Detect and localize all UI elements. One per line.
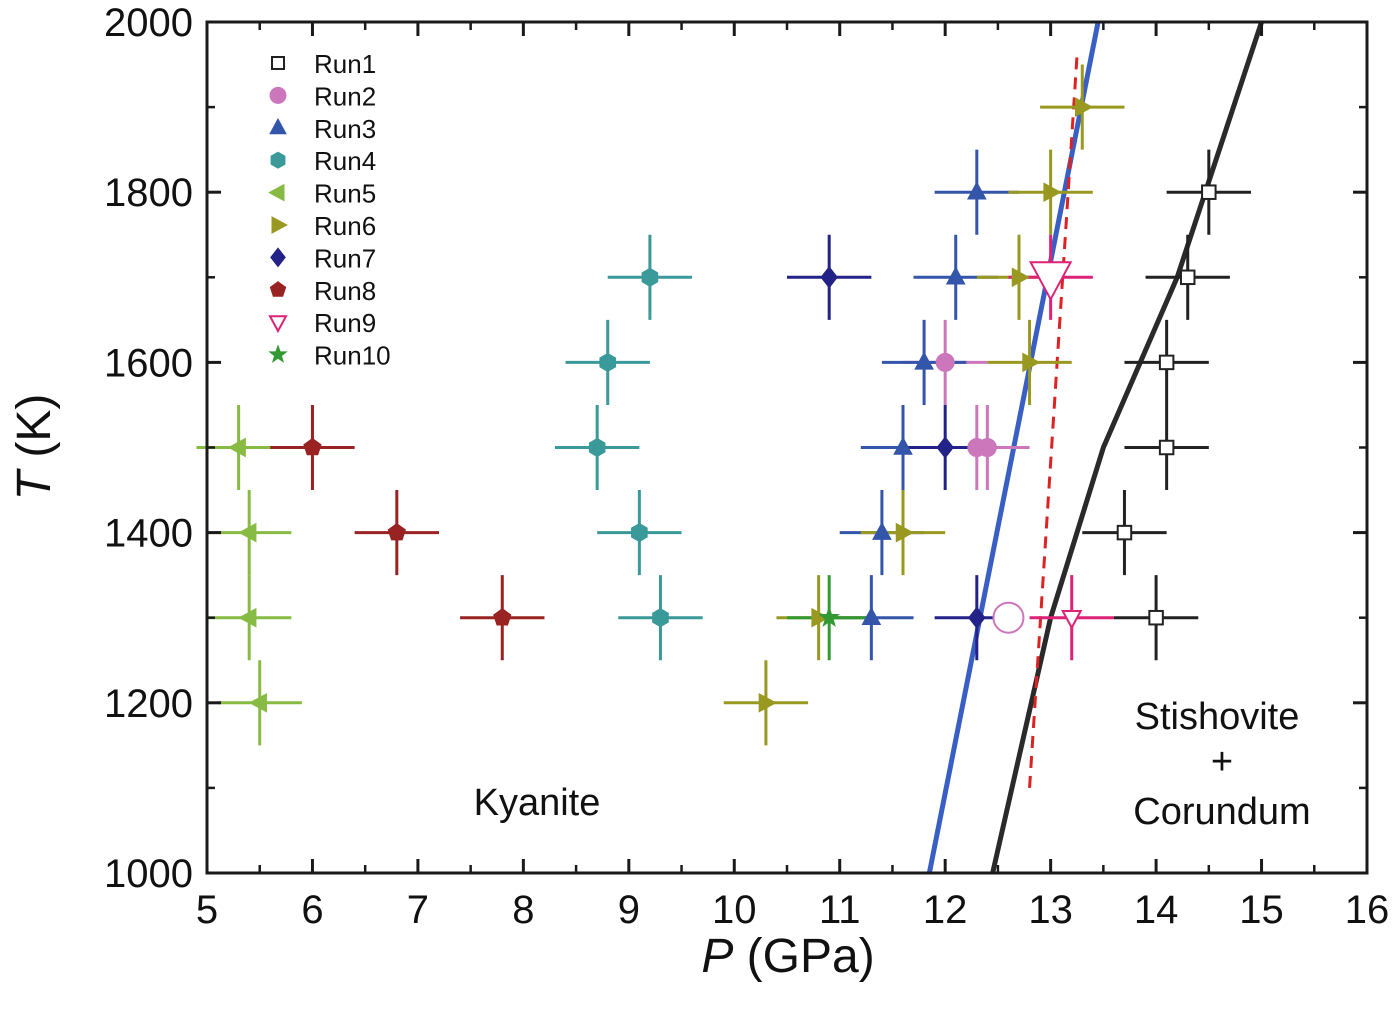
x-tick-label: 8	[512, 888, 534, 932]
run5-point	[238, 607, 257, 628]
run1-point	[1116, 524, 1133, 541]
run3-point	[945, 266, 966, 285]
region-label-kyanite: Kyanite	[474, 782, 601, 824]
legend-label-run1: Run1	[314, 49, 376, 79]
region-label-plus: +	[1211, 741, 1233, 783]
legend-marker-run2	[269, 86, 287, 104]
legend-marker-run1	[271, 56, 285, 70]
legend-marker-run10	[268, 344, 288, 363]
legend-label-run4: Run4	[314, 146, 376, 176]
data-markers	[227, 97, 1217, 713]
run7-point	[936, 436, 954, 459]
legend-marker-run7	[270, 247, 286, 268]
legend-label-run10: Run10	[314, 341, 391, 371]
y-tick-label: 1600	[104, 341, 193, 385]
legend-marker-run9	[268, 315, 288, 334]
run4-point	[588, 437, 606, 458]
run2-point	[935, 352, 955, 372]
run8-point	[387, 522, 406, 541]
x-tick-label: 5	[196, 888, 218, 932]
x-tick-label: 14	[1134, 888, 1179, 932]
y-axis-symbol: T	[8, 467, 61, 500]
x-tick-label: 13	[1028, 888, 1073, 932]
legend-label-run6: Run6	[314, 211, 376, 241]
run1-point	[1148, 609, 1164, 626]
axis-ticks: 5 6 7 8 9 10 11 12 13 14 15 16 1000 1200 1400 1600 1800 2…	[104, 1, 1389, 932]
run5-point	[238, 522, 257, 543]
y-axis-unit: (K)	[8, 394, 61, 471]
run6-point	[1043, 182, 1062, 203]
run3-point	[893, 436, 913, 455]
run6-point	[758, 692, 777, 713]
run3-point	[872, 521, 892, 540]
run4-point	[631, 523, 648, 543]
run4-point	[641, 267, 659, 287]
x-tick-label: 6	[301, 888, 323, 932]
run8-point	[303, 437, 322, 456]
run7-point	[968, 606, 986, 629]
region-label-stishovite: Stishovite	[1135, 696, 1300, 738]
legend-marker-run4	[270, 151, 286, 169]
legend-marker-run5	[268, 183, 285, 202]
run3-point	[861, 606, 882, 625]
x-axis-label: P (GPa)	[701, 930, 874, 983]
run2-point	[977, 438, 997, 457]
legend-label-run5: Run5	[314, 179, 376, 209]
legend: Run1Run2Run3Run4Run5Run6Run7Run8Run9Run1…	[268, 49, 391, 371]
y-axis-label: T (K)	[8, 394, 61, 501]
run1-point	[1158, 354, 1175, 371]
run6-point	[1075, 97, 1094, 117]
run6-point	[1011, 267, 1030, 288]
x-axis-symbol: P	[701, 930, 733, 983]
run6-point	[1022, 352, 1041, 373]
run5-point	[248, 692, 267, 713]
run6-point	[895, 522, 914, 543]
run1-point	[1201, 184, 1217, 200]
y-tick-label: 2000	[104, 1, 193, 45]
x-tick-label: 7	[407, 888, 429, 932]
run9-point	[1061, 609, 1083, 630]
x-axis-unit: (GPa)	[733, 930, 874, 983]
run1-point	[1158, 439, 1175, 456]
y-tick-label: 1800	[104, 171, 193, 215]
legend-label-run2: Run2	[314, 81, 376, 111]
legend-label-run3: Run3	[314, 114, 376, 144]
y-tick-label: 1000	[104, 852, 193, 896]
run4-point	[599, 352, 617, 372]
legend-label-run8: Run8	[314, 276, 376, 306]
y-tick-label: 1400	[104, 512, 193, 556]
legend-marker-run3	[269, 117, 287, 135]
legend-marker-run8	[269, 281, 287, 297]
run8-point	[493, 608, 512, 626]
x-tick-label: 12	[923, 888, 968, 932]
y-tick-label: 1200	[104, 682, 193, 726]
phase-boundary-line	[1028, 55, 1079, 788]
run10-point	[818, 606, 841, 627]
legend-label-run7: Run7	[314, 243, 376, 273]
legend-label-run9: Run9	[314, 308, 376, 338]
x-tick-label: 16	[1345, 888, 1390, 932]
region-label-corundum: Corundum	[1133, 791, 1310, 833]
large-open-marker	[1028, 261, 1073, 302]
run3-point	[966, 181, 987, 200]
x-tick-label: 10	[712, 888, 757, 932]
legend-marker-run6	[271, 216, 288, 234]
run4-point	[652, 608, 669, 628]
run3-point	[914, 351, 934, 370]
x-tick-label: 11	[819, 888, 861, 932]
run5-point	[227, 437, 246, 458]
x-tick-label: 9	[618, 888, 640, 932]
run1-point	[1179, 269, 1196, 286]
run7-point	[820, 266, 838, 289]
run6-point	[811, 607, 830, 628]
x-tick-label: 15	[1239, 888, 1284, 932]
large-open-marker	[992, 601, 1025, 634]
